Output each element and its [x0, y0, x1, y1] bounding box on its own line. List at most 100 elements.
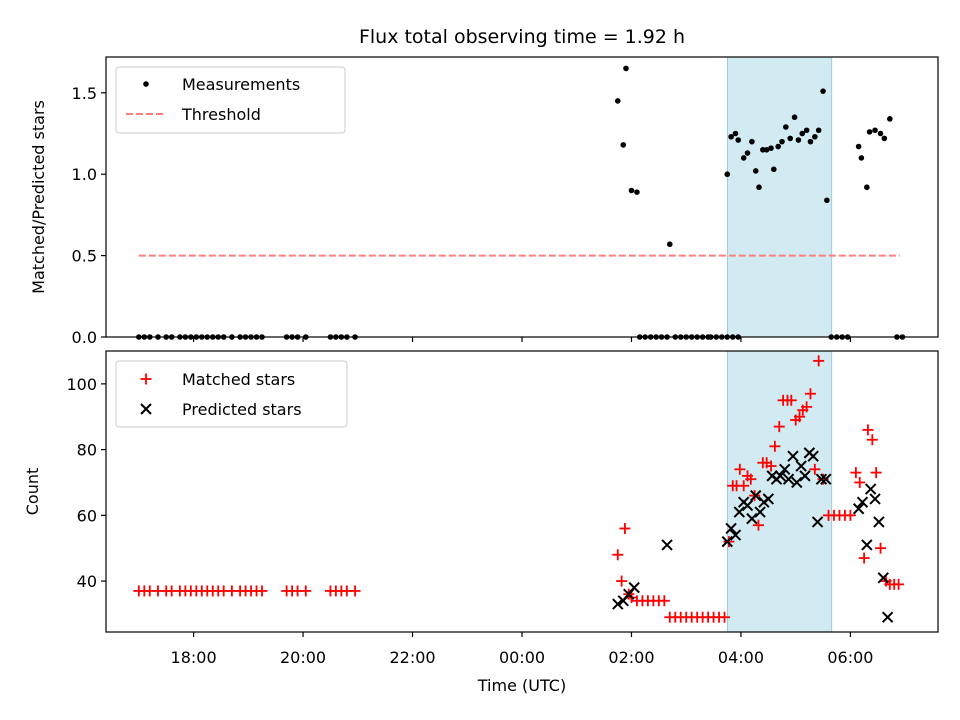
data-point: [807, 138, 814, 145]
data-point: [812, 133, 818, 140]
data-point-predicted: [725, 522, 737, 535]
data-point-matched: [813, 355, 825, 367]
y-ticks: 40 60 80 100: [66, 375, 106, 591]
data-point: [803, 127, 810, 134]
legend-marker-predicted: [140, 403, 152, 415]
data-point-matched: [745, 473, 757, 485]
data-point: [855, 143, 862, 150]
data-point: [634, 189, 640, 195]
data-point-predicted: [721, 535, 733, 548]
data-point-matched: [858, 552, 870, 564]
data-point-predicted: [820, 473, 832, 485]
x-tick-label: 18:00: [171, 648, 217, 667]
data-point: [623, 65, 629, 72]
data-point-matched: [862, 424, 874, 436]
data-point-matched: [752, 519, 764, 531]
y-axis-label: Matched/Predicted stars: [29, 100, 48, 294]
y-tick-label: 1.5: [72, 84, 97, 103]
data-point: [872, 127, 878, 134]
count-points: [133, 355, 905, 623]
data-point-matched: [734, 463, 746, 475]
data-point-matched: [804, 388, 816, 400]
y-axis-label: Count: [23, 468, 42, 516]
data-point-matched: [619, 522, 631, 534]
data-point: [815, 127, 822, 134]
data-point-predicted: [750, 489, 762, 502]
data-point-matched: [866, 434, 878, 446]
data-point-predicted: [774, 470, 787, 482]
data-point: [740, 155, 747, 161]
data-point: [728, 133, 734, 140]
data-point: [770, 166, 777, 173]
data-point: [783, 124, 789, 130]
data-point-matched: [773, 421, 785, 433]
data-point: [724, 171, 731, 178]
data-point: [787, 135, 794, 142]
legend: Matched stars Predicted stars: [115, 360, 348, 428]
data-point-predicted: [661, 539, 673, 551]
y-tick-label: 0.0: [72, 328, 97, 347]
legend-marker-matched: [140, 373, 152, 385]
y-tick-label: 0.5: [72, 247, 97, 266]
data-point-predicted: [861, 539, 873, 551]
data-point-predicted: [729, 529, 742, 541]
data-point: [779, 138, 785, 145]
data-point-predicted: [762, 493, 775, 505]
data-point-predicted: [782, 473, 795, 485]
data-point-matched: [844, 509, 856, 521]
legend-plus-mark: [140, 373, 152, 385]
legend-label-threshold: Threshold: [181, 105, 261, 124]
data-point-predicted: [869, 493, 881, 505]
data-point-matched: [875, 542, 887, 554]
data-point-predicted: [811, 516, 824, 528]
data-point-matched: [801, 401, 813, 413]
data-point: [799, 130, 806, 137]
measurement-points: [136, 65, 906, 340]
data-point-matched: [300, 585, 312, 597]
legend-label-matched: Matched stars: [182, 370, 295, 389]
data-point: [824, 197, 830, 204]
data-point-matched: [765, 460, 777, 472]
data-point: [756, 184, 762, 191]
data-point-predicted: [754, 506, 766, 518]
data-point: [666, 241, 673, 248]
axes-frame: [105, 350, 939, 633]
data-point-matched: [870, 467, 882, 479]
data-point: [866, 129, 873, 135]
y-ticks: 0.0 0.5 1.0 1.5: [72, 84, 106, 347]
data-point: [768, 145, 774, 151]
y-tick-label: 40: [77, 572, 97, 591]
x-tick-label: 04:00: [718, 648, 764, 667]
data-point-predicted: [881, 611, 894, 623]
legend-label-predicted: Predicted stars: [182, 400, 302, 419]
data-point: [620, 142, 627, 148]
data-point-predicted: [741, 499, 754, 512]
data-point: [732, 130, 739, 137]
legend-marker-measurements: [143, 81, 149, 87]
data-point-matched: [785, 394, 797, 406]
data-point-matched: [769, 440, 781, 452]
data-point-predicted: [746, 512, 758, 525]
data-point: [887, 116, 893, 122]
highlight-span: [726, 56, 833, 338]
data-point-predicted: [779, 463, 791, 476]
data-point-matched: [658, 595, 670, 607]
data-point-matched: [738, 480, 750, 492]
legend-label-measurements: Measurements: [182, 75, 300, 94]
data-point: [628, 187, 635, 194]
data-point: [791, 114, 798, 121]
data-point-predicted: [628, 581, 640, 594]
legend-x-mark: [140, 403, 152, 415]
data-point: [744, 150, 751, 156]
legend-box: [115, 360, 348, 428]
data-point-predicted: [856, 496, 869, 508]
highlight-span: [726, 350, 833, 633]
y-tick-label: 80: [77, 441, 97, 460]
data-point-matched: [809, 463, 821, 475]
data-point-matched: [612, 549, 624, 561]
y-tick-label: 100: [66, 375, 97, 394]
data-point: [864, 184, 870, 191]
data-point: [795, 137, 802, 143]
data-point: [775, 143, 781, 150]
